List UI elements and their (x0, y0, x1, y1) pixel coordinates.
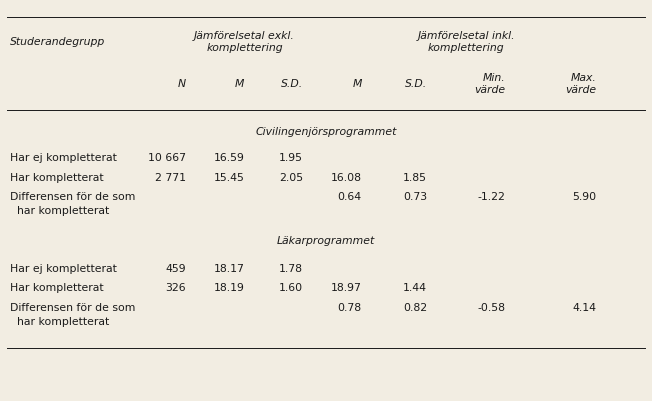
Text: 1.85: 1.85 (403, 173, 427, 182)
Text: 0.82: 0.82 (403, 303, 427, 312)
Text: 0.78: 0.78 (338, 303, 362, 312)
Text: M: M (235, 79, 244, 89)
Text: Civilingenjörsprogrammet: Civilingenjörsprogrammet (256, 127, 396, 136)
Text: 10 667: 10 667 (148, 154, 186, 163)
Text: 1.44: 1.44 (403, 283, 427, 293)
Text: Jämförelsetal inkl.
komplettering: Jämförelsetal inkl. komplettering (417, 31, 515, 53)
Text: 18.97: 18.97 (331, 283, 362, 293)
Text: Läkarprogrammet: Läkarprogrammet (277, 237, 375, 246)
Text: 2.05: 2.05 (279, 173, 303, 182)
Text: 18.17: 18.17 (214, 264, 244, 273)
Text: Min.
värde: Min. värde (474, 73, 505, 95)
Text: 326: 326 (165, 283, 186, 293)
Text: N: N (178, 79, 186, 89)
Text: Studerandegrupp: Studerandegrupp (10, 37, 105, 47)
Text: Har kompletterat: Har kompletterat (10, 173, 104, 182)
Text: har kompletterat: har kompletterat (10, 207, 109, 216)
Text: Differensen för de som: Differensen för de som (10, 192, 135, 202)
Text: M: M (353, 79, 362, 89)
Text: 0.73: 0.73 (403, 192, 427, 202)
Text: -0.58: -0.58 (477, 303, 505, 312)
Text: 1.60: 1.60 (279, 283, 303, 293)
Text: 1.78: 1.78 (279, 264, 303, 273)
Text: -1.22: -1.22 (477, 192, 505, 202)
Text: 16.59: 16.59 (214, 154, 244, 163)
Text: 18.19: 18.19 (214, 283, 244, 293)
Text: Har ej kompletterat: Har ej kompletterat (10, 154, 117, 163)
Text: Max.
värde: Max. värde (565, 73, 597, 95)
Text: 0.64: 0.64 (338, 192, 362, 202)
Text: 15.45: 15.45 (214, 173, 244, 182)
Text: Har ej kompletterat: Har ej kompletterat (10, 264, 117, 273)
Text: 2 771: 2 771 (155, 173, 186, 182)
Text: 16.08: 16.08 (331, 173, 362, 182)
Text: S.D.: S.D. (281, 79, 303, 89)
Text: har kompletterat: har kompletterat (10, 317, 109, 326)
Text: Differensen för de som: Differensen för de som (10, 303, 135, 312)
Text: S.D.: S.D. (405, 79, 427, 89)
Text: Har kompletterat: Har kompletterat (10, 283, 104, 293)
Text: 5.90: 5.90 (572, 192, 597, 202)
Text: 1.95: 1.95 (279, 154, 303, 163)
Text: 459: 459 (165, 264, 186, 273)
Text: 4.14: 4.14 (572, 303, 597, 312)
Text: Jämförelsetal exkl.
komplettering: Jämförelsetal exkl. komplettering (194, 31, 295, 53)
